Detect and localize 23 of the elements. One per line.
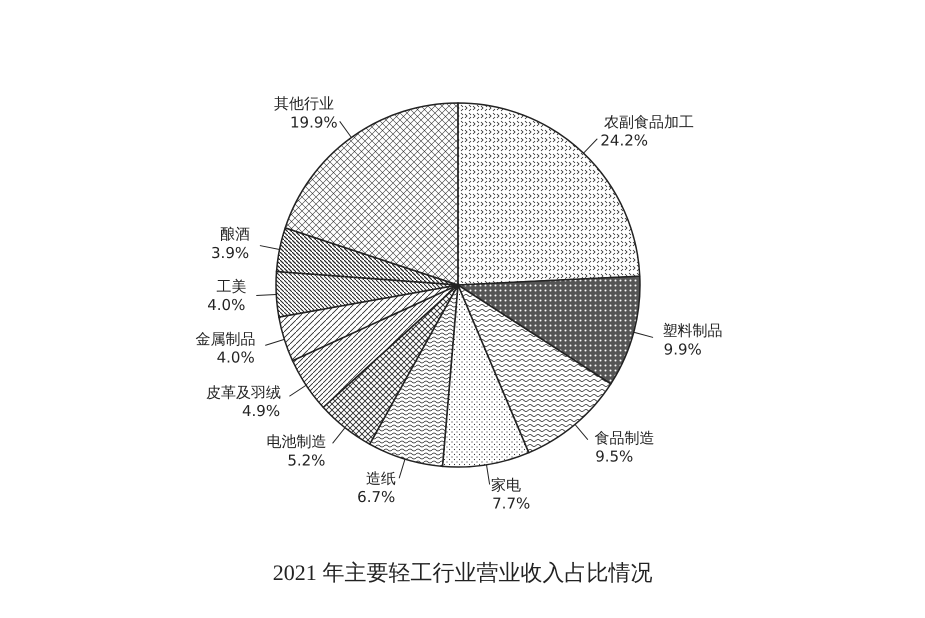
text: 2021 年主要轻工行业营业收入占比情况 <box>272 559 654 587</box>
data-label: 4.9% <box>242 402 280 420</box>
data-label: 9.9% <box>664 340 702 358</box>
data-label: 9.5% <box>595 448 634 466</box>
slice-label: 其他行业 <box>274 94 334 113</box>
slice-label: 家电 <box>491 476 522 494</box>
slice-label: 农副食品加工 <box>604 112 694 131</box>
slice-label: 造纸 <box>366 469 396 488</box>
slice-label: 塑料制品 <box>662 322 723 340</box>
data-label: 3.9% <box>211 244 250 262</box>
data-label: 5.2% <box>287 451 326 470</box>
data-label: 7.7% <box>492 494 530 513</box>
data-label: 4.0% <box>207 296 246 314</box>
slice-label: 金属制品 <box>196 330 256 348</box>
data-label: 24.2% <box>600 132 648 150</box>
data-label: 6.7% <box>357 488 396 506</box>
slice-label: 酿酒 <box>220 225 250 244</box>
slice-label: 皮革及羽绒 <box>206 383 282 402</box>
slice-label: 工美 <box>216 277 246 296</box>
slice-label: 电池制造 <box>266 432 326 451</box>
data-label: 4.0% <box>216 348 255 367</box>
slice-label: 食品制造 <box>594 428 654 447</box>
data-label: 19.9% <box>290 113 338 132</box>
